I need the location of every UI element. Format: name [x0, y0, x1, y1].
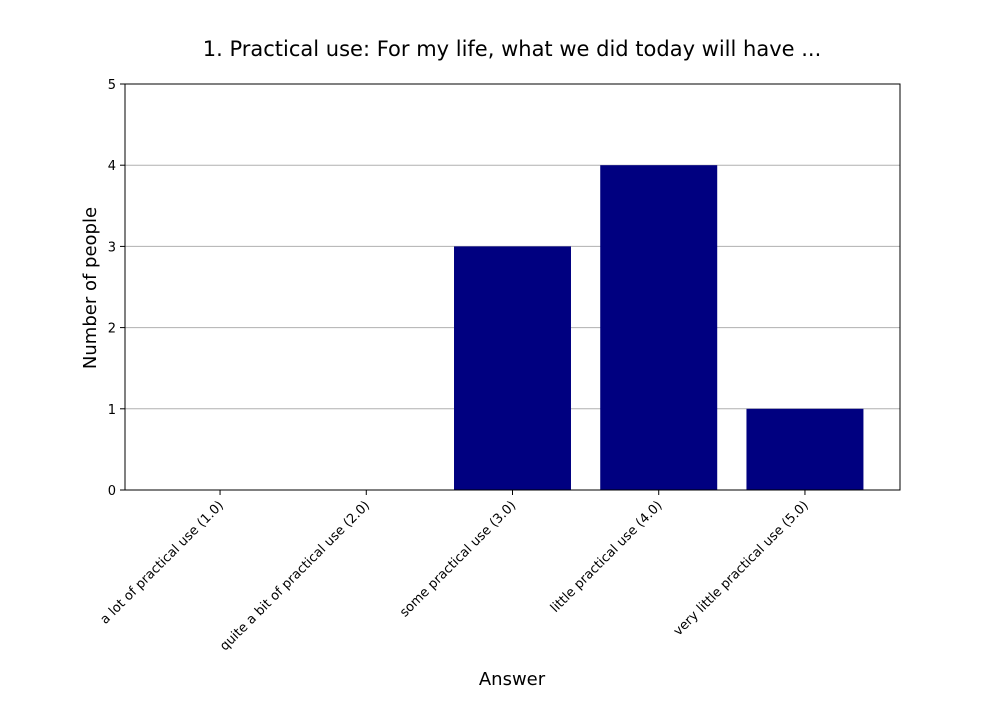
y-axis: 0 1 2 3 4 5 — [108, 78, 125, 499]
y-tick-label: 5 — [108, 78, 116, 93]
x-tick-label: very little practical use (5.0) — [671, 498, 812, 639]
y-tick-label: 4 — [108, 159, 116, 174]
bar — [600, 165, 718, 490]
x-axis: a lot of practical use (1.0)quite a bit … — [98, 490, 812, 654]
bar-layer — [454, 165, 864, 490]
bar — [746, 408, 864, 490]
y-axis-label: Number of people — [80, 207, 101, 369]
y-tick-label: 0 — [108, 484, 116, 499]
y-tick-label: 2 — [108, 322, 116, 337]
y-tick-label: 3 — [108, 240, 116, 255]
x-tick-label: little practical use (4.0) — [548, 498, 666, 616]
bar — [454, 246, 571, 490]
x-tick-label: a lot of practical use (1.0) — [98, 498, 227, 627]
y-tick-label: 1 — [108, 403, 116, 418]
x-axis-label: Answer — [479, 669, 546, 690]
x-tick-label: some practical use (3.0) — [397, 498, 519, 620]
x-tick-label: quite a bit of practical use (2.0) — [217, 498, 373, 654]
chart-title: 1. Practical use: For my life, what we d… — [203, 37, 822, 61]
